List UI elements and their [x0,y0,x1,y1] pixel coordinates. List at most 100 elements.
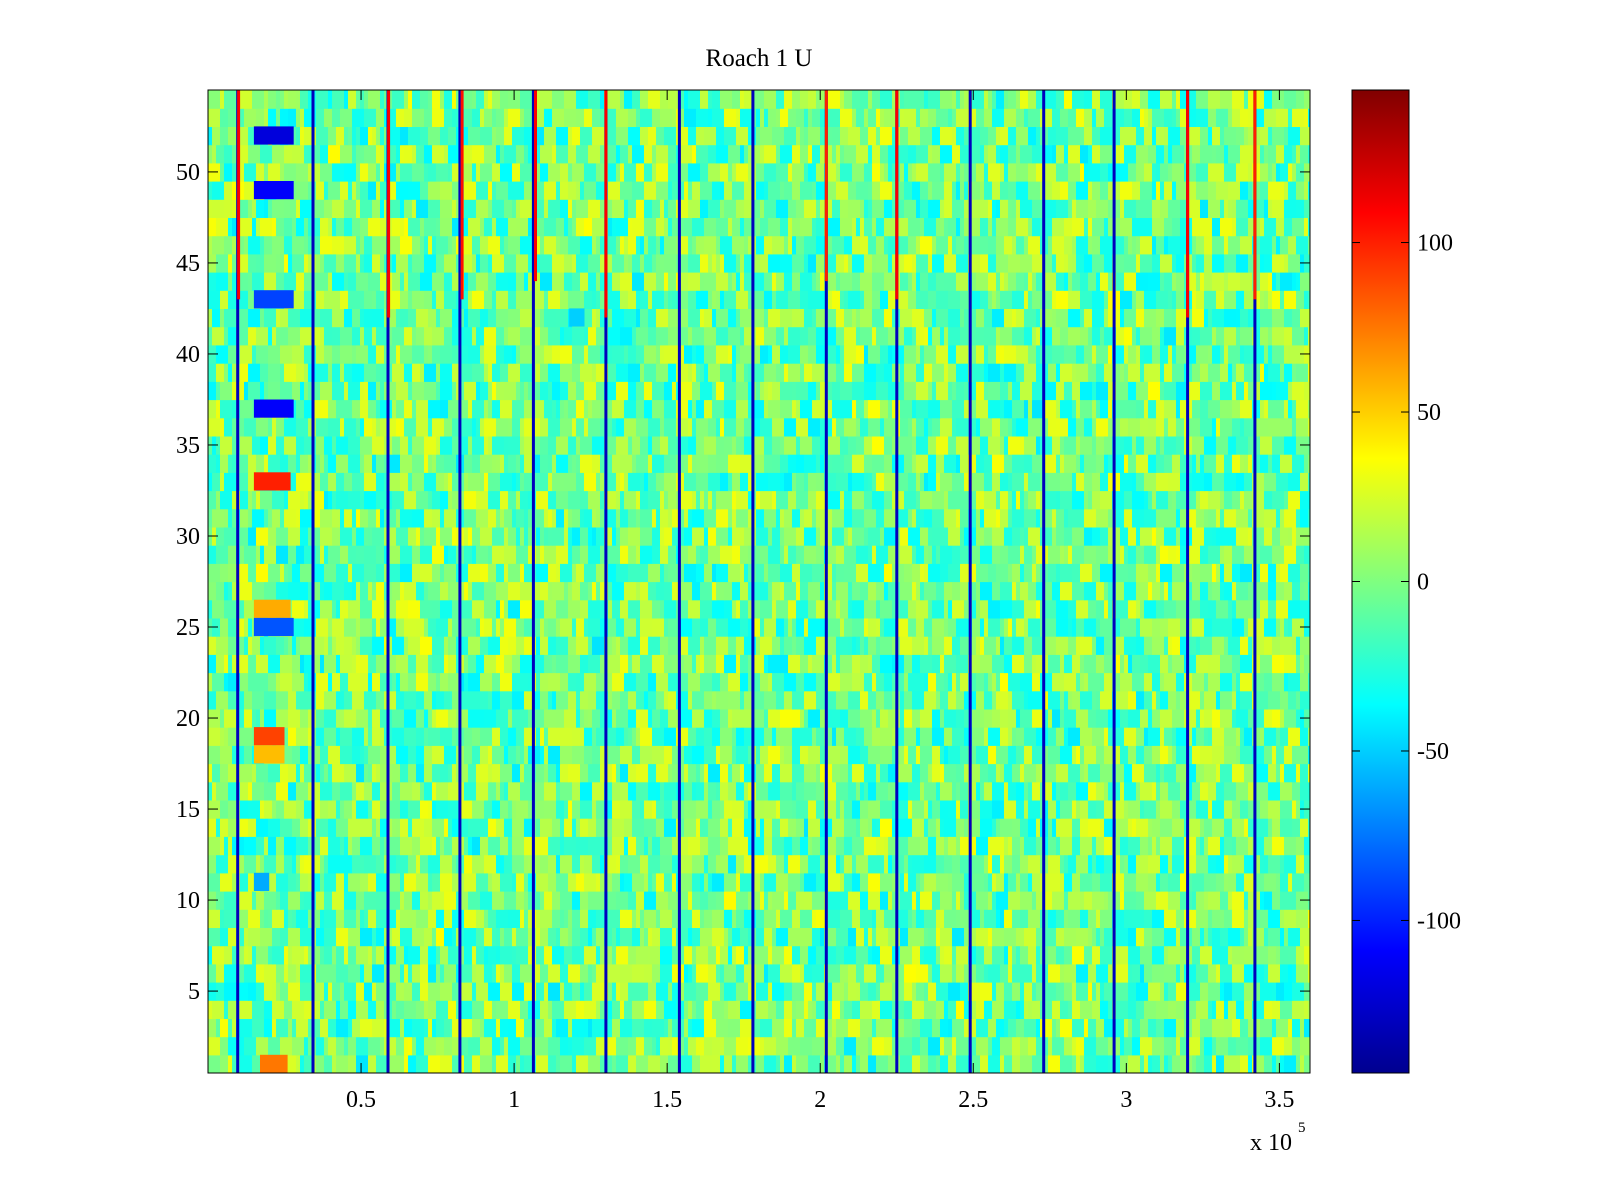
heatmap-cell [1132,472,1137,492]
heatmap-cell [1056,836,1061,856]
heatmap-cell [1084,763,1089,783]
heatmap-cell [340,526,353,546]
heatmap-cell [1084,472,1093,492]
heatmap-cell [768,581,773,601]
heatmap-cell [1096,836,1105,856]
heatmap-cell [272,1000,285,1019]
heatmap-cell [232,1018,237,1038]
heatmap-cell [684,1036,689,1056]
heatmap-cell [1288,472,1301,492]
heatmap-cell [1280,872,1289,892]
heatmap-cell [1148,1054,1153,1073]
heatmap-cell [1200,690,1205,710]
heatmap-cell [480,636,489,655]
heatmap-cell [1040,1000,1053,1019]
heatmap-cell [688,508,693,528]
heatmap-cell [324,891,333,910]
heatmap-cell [896,963,905,983]
heatmap-cell [1012,490,1017,510]
heatmap-cell [572,417,577,437]
heatmap-cell [1144,927,1153,947]
heatmap-cell [1304,1000,1309,1019]
heatmap-cell [960,909,969,928]
heatmap-cell [516,526,521,546]
heatmap-cell [368,1000,377,1019]
heatmap-cell [732,909,737,928]
heatmap-cell [376,854,385,874]
heatmap-cell [1080,763,1085,783]
heatmap-cell [1012,836,1021,856]
heatmap-cell [704,745,717,765]
heatmap-cell [704,781,709,801]
heatmap-cell [372,672,381,692]
heatmap-cell [276,581,289,601]
heatmap-cell [836,563,845,583]
heatmap-cell [324,1036,329,1056]
heatmap-cell [780,963,793,983]
heatmap-cell [372,617,377,637]
heatmap-cell [568,526,573,546]
heatmap-cell [596,727,605,746]
heatmap-cell [1052,435,1061,455]
heatmap-cell [264,545,277,564]
heatmap-cell [356,654,369,674]
heatmap-cell [580,454,593,473]
heatmap-cell [1068,891,1081,910]
heatmap-cell [1108,963,1117,983]
heatmap-cell [1096,545,1109,564]
heatmap-cell [580,963,589,983]
heatmap-cell [1196,799,1209,819]
heatmap-cell [828,708,833,728]
heatmap-cell [700,909,705,928]
heatmap-cell [348,836,353,856]
heatmap-cell [1140,799,1145,819]
heatmap-cell [1300,490,1310,510]
heatmap-cell [1036,982,1045,1001]
heatmap-cell [316,617,329,637]
heatmap-cell [1060,708,1065,728]
heatmap-cell [672,745,681,765]
heatmap-cell [728,636,737,655]
heatmap-cell [1100,690,1113,710]
heatmap-cell [1260,909,1269,928]
heatmap-cell [1240,1054,1249,1073]
heatmap-cell [1052,508,1057,528]
heatmap-cell [540,545,545,564]
heatmap-cell [1068,690,1073,710]
heatmap-cell [1048,836,1057,856]
heatmap-cell [208,927,221,947]
heatmap-cell [976,781,981,801]
heatmap-cell [404,636,409,655]
heatmap-cell [312,599,321,619]
heatmap-cell [572,581,581,601]
heatmap-cell [988,1036,993,1056]
heatmap-cell [1128,745,1137,765]
heatmap-cell [1108,454,1117,473]
heatmap-cell [964,1000,973,1019]
heatmap-cell [352,1018,361,1038]
heatmap-cell [992,982,997,1001]
heatmap-cell [484,599,497,619]
heatmap-cell [508,636,517,655]
heatmap-cell [1244,617,1249,637]
heatmap-cell [276,781,289,801]
heatmap-cell [640,472,645,492]
heatmap-cell [684,472,697,492]
heatmap-cell [928,1036,941,1056]
heatmap-cell [868,417,881,437]
heatmap-cell [1068,854,1077,874]
heatmap-cell [944,636,953,655]
heatmap-cell [492,672,501,692]
heatmap-cell [728,508,733,528]
heatmap-cell [1020,1000,1025,1019]
heatmap-cell [556,617,561,637]
heatmap-cell [512,982,525,1001]
heatmap-cell [1048,545,1061,564]
heatmap-cell [972,799,981,819]
heatmap-cell [1120,417,1129,437]
heatmap-cell [384,545,389,564]
heatmap-cell [816,945,825,965]
heatmap-cell [628,690,637,710]
heatmap-cell [828,1054,837,1073]
heatmap-cell [1140,781,1153,801]
